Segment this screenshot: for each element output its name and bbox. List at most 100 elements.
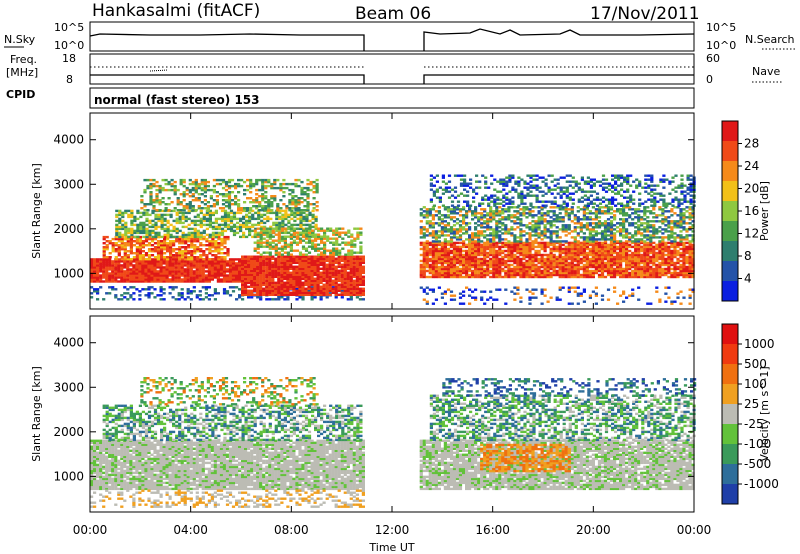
data-cell xyxy=(250,296,254,299)
data-cell xyxy=(138,252,142,255)
data-cell xyxy=(528,241,532,245)
data-cell xyxy=(306,186,310,190)
data-cell xyxy=(147,280,151,283)
data-cell xyxy=(153,280,157,283)
data-cell xyxy=(199,248,203,251)
data-cell xyxy=(229,209,234,213)
data-cell xyxy=(153,248,158,251)
data-cell xyxy=(165,274,169,277)
data-cell xyxy=(191,205,195,208)
data-cell xyxy=(235,268,239,271)
data-cell xyxy=(310,257,314,260)
data-cell xyxy=(220,215,225,219)
data-cell xyxy=(135,237,139,241)
data-cell xyxy=(118,235,122,239)
data-cell xyxy=(258,178,262,182)
data-cell xyxy=(111,262,115,265)
data-cell xyxy=(210,272,214,275)
data-cell xyxy=(230,191,235,194)
data-cell xyxy=(194,197,198,200)
nave-dip xyxy=(149,69,169,72)
data-cell xyxy=(202,235,206,239)
data-cell xyxy=(579,257,583,261)
data-cell xyxy=(358,257,362,260)
data-cell xyxy=(308,211,312,215)
data-cell xyxy=(489,269,493,273)
data-cell xyxy=(216,274,220,277)
data-cell xyxy=(172,244,176,247)
data-cell xyxy=(138,246,142,249)
data-cell xyxy=(96,290,100,293)
data-cell xyxy=(160,219,164,223)
data-cell xyxy=(145,227,149,231)
data-cell xyxy=(189,264,193,267)
data-cell xyxy=(126,266,130,269)
data-cell xyxy=(277,296,281,299)
data-cell xyxy=(129,262,133,265)
data-cell xyxy=(147,262,151,265)
data-cell xyxy=(136,225,140,229)
data-cell xyxy=(301,235,306,238)
data-cell xyxy=(207,270,211,273)
data-cell xyxy=(202,219,206,223)
data-cell xyxy=(326,249,330,252)
data-cell xyxy=(141,240,145,243)
data-cell xyxy=(335,247,339,250)
data-cell xyxy=(312,197,316,200)
data-cell xyxy=(235,286,239,289)
data-cell xyxy=(301,239,306,242)
data-cell xyxy=(349,298,353,301)
data-cell xyxy=(160,242,164,245)
data-cell xyxy=(105,258,109,261)
data-cell xyxy=(301,281,305,284)
data-cell xyxy=(163,213,167,217)
data-cell xyxy=(168,260,172,263)
data-cell xyxy=(489,275,493,279)
data-cell xyxy=(115,223,119,227)
data-cell xyxy=(349,257,353,260)
data-cell xyxy=(452,216,457,219)
data-cell xyxy=(180,280,184,283)
data-cell xyxy=(425,220,429,223)
data-cell xyxy=(123,286,127,289)
data-cell xyxy=(147,250,152,253)
data-cell xyxy=(300,180,304,184)
data-cell xyxy=(268,241,272,244)
data-cell xyxy=(96,278,100,281)
data-cell xyxy=(222,272,227,275)
data-cell xyxy=(111,260,115,263)
data-cell xyxy=(142,221,146,225)
data-cell xyxy=(204,266,208,269)
data-cell xyxy=(213,298,217,301)
data-cell xyxy=(247,296,251,299)
data-cell xyxy=(141,264,145,267)
data-cell xyxy=(156,278,160,281)
data-cell xyxy=(613,255,617,259)
data-cell xyxy=(295,231,300,234)
data-cell xyxy=(422,241,426,245)
data-cell xyxy=(217,252,221,255)
data-cell xyxy=(301,257,305,260)
data-cell xyxy=(301,245,306,248)
data-cell xyxy=(108,268,112,271)
data-cell xyxy=(685,241,689,245)
data-cell xyxy=(202,213,206,217)
data-cell xyxy=(225,292,230,295)
data-cell xyxy=(174,260,178,263)
data-cell xyxy=(204,278,208,281)
data-cell xyxy=(271,261,275,264)
data-cell xyxy=(152,178,156,182)
data-cell xyxy=(201,274,205,277)
data-cell xyxy=(120,258,124,261)
data-cell xyxy=(643,247,647,251)
data-cell xyxy=(315,191,319,194)
data-cell xyxy=(157,219,161,223)
data-cell xyxy=(120,276,124,279)
data-cell xyxy=(124,211,128,215)
data-cell xyxy=(124,229,128,233)
data-cell xyxy=(222,260,227,263)
data-cell xyxy=(118,231,122,235)
data-cell xyxy=(207,294,211,297)
data-cell xyxy=(145,231,149,235)
data-cell xyxy=(628,271,632,275)
